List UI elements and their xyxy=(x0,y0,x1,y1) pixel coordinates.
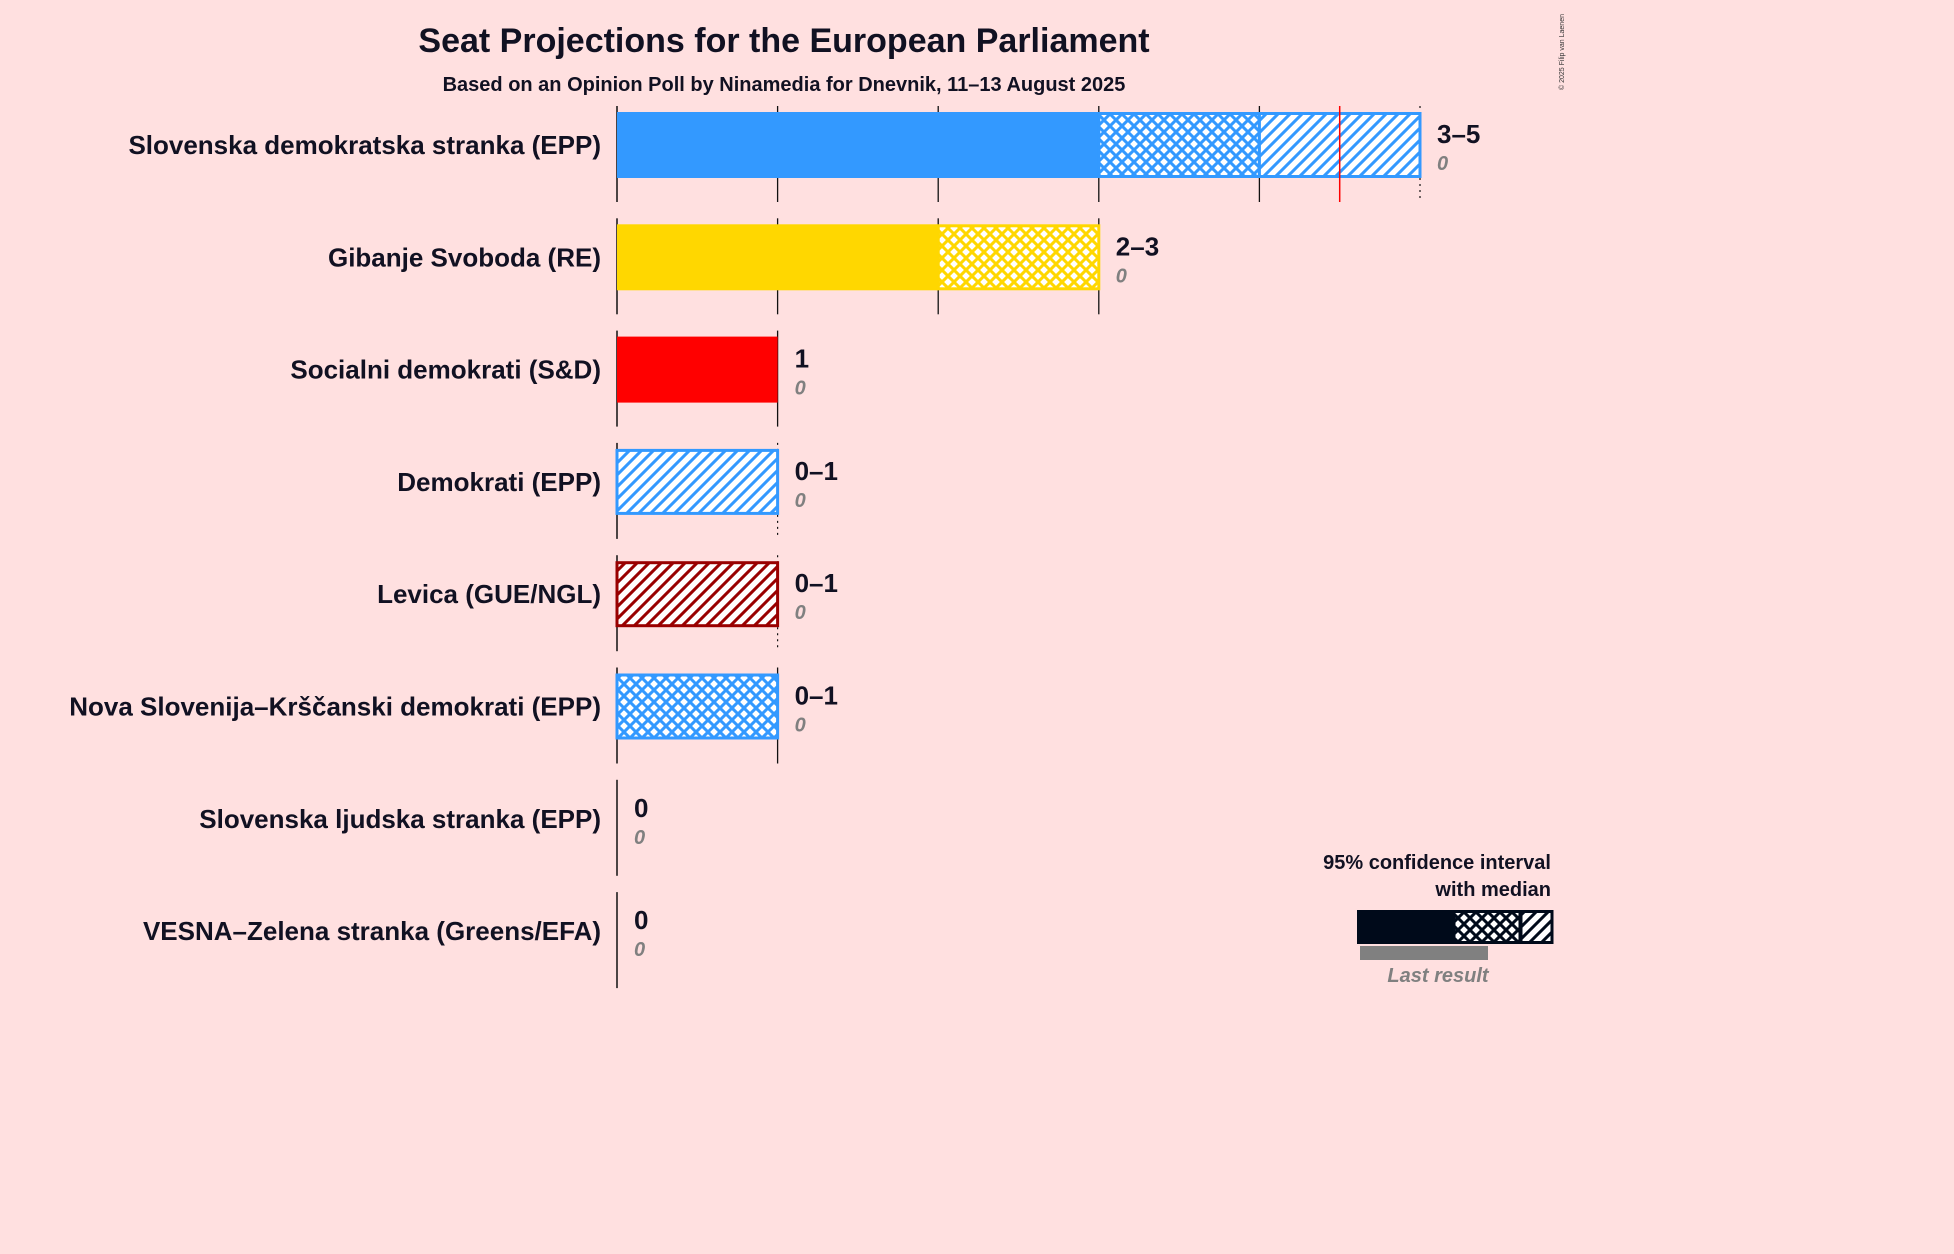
party-6-name: Slovenska ljudska stranka (EPP) xyxy=(199,804,601,834)
legend-upper-swatch xyxy=(1519,910,1554,944)
party-1-range-label: 2–3 xyxy=(1116,231,1159,261)
party-3-last-result-label: 0 xyxy=(795,490,806,512)
party-0-last-result-label: 0 xyxy=(1437,153,1448,175)
copyright-text: © 2025 Filip van Laenen xyxy=(1558,14,1566,90)
party-5-bar-median-range xyxy=(615,673,780,740)
party-2-bar-solid xyxy=(617,336,778,403)
party-7-name: VESNA–Zelena stranka (Greens/EFA) xyxy=(143,916,601,946)
chart-subtitle: Based on an Opinion Poll by Ninamedia fo… xyxy=(443,74,1126,96)
bars-layer: Slovenska demokratska stranka (EPP) 3–5 0 G… xyxy=(69,106,1480,961)
party-4-name: Levica (GUE/NGL) xyxy=(377,579,601,609)
legend-median-swatch xyxy=(1452,910,1522,944)
party-3-range-label: 0–1 xyxy=(795,456,838,486)
party-5-range-label: 0–1 xyxy=(795,681,838,711)
chart-svg: Seat Projections for the European Parlia… xyxy=(69,14,1566,989)
legend-last-result-swatch xyxy=(1360,946,1488,960)
party-5-name: Nova Slovenija–Krščanski demokrati (EPP) xyxy=(69,692,601,722)
party-1-bar-solid xyxy=(617,224,939,291)
legend-line-1: 95% confidence interval xyxy=(1323,852,1551,874)
party-2-range-label: 1 xyxy=(795,344,809,374)
party-2-name: Socialni demokrati (S&D) xyxy=(290,355,601,385)
party-7-range-label: 0 xyxy=(634,905,648,935)
party-6-last-result-label: 0 xyxy=(634,827,645,849)
party-4-bar-upper-range xyxy=(615,561,780,628)
party-1-name: Gibanje Svoboda (RE) xyxy=(328,242,601,272)
party-0-bar-median-range xyxy=(1097,112,1261,178)
legend-last-result: Last result xyxy=(1387,965,1489,987)
party-0-name: Slovenska demokratska stranka (EPP) xyxy=(128,130,601,160)
party-5-last-result-label: 0 xyxy=(795,715,806,737)
party-3-bar-upper-range xyxy=(615,448,780,515)
legend-line-2: with median xyxy=(1434,879,1551,901)
party-0-range-label: 3–5 xyxy=(1437,119,1480,149)
seat-projection-chart: Seat Projections for the European Parlia… xyxy=(69,14,1566,989)
legend: 95% confidence interval with median Last… xyxy=(1323,852,1554,987)
party-6-range-label: 0 xyxy=(634,793,648,823)
party-7-last-result-label: 0 xyxy=(634,939,645,961)
party-1-last-result-label: 0 xyxy=(1116,265,1127,287)
party-4-range-label: 0–1 xyxy=(795,568,838,598)
party-2-last-result-label: 0 xyxy=(795,378,806,400)
party-3-name: Demokrati (EPP) xyxy=(397,467,601,497)
legend-solid-swatch xyxy=(1357,910,1453,944)
chart-title: Seat Projections for the European Parlia… xyxy=(418,22,1149,60)
party-0-bar-solid xyxy=(617,112,1099,178)
party-4-last-result-label: 0 xyxy=(795,602,806,624)
party-1-bar-median-range xyxy=(936,224,1101,291)
